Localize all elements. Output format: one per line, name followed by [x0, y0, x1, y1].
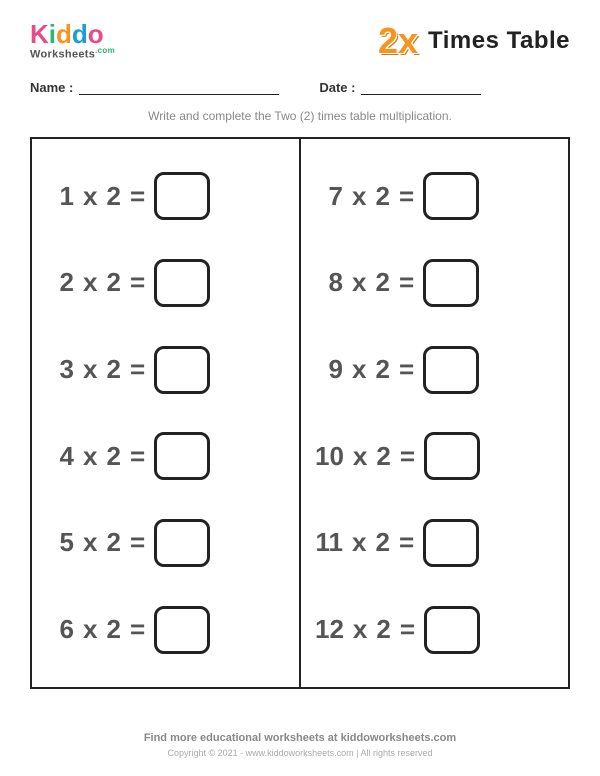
operand-b: 2	[375, 527, 389, 558]
name-field: Name :	[30, 80, 279, 95]
answer-box[interactable]	[423, 259, 479, 307]
operator: x	[83, 354, 97, 385]
logo-letter-d2: d	[72, 19, 88, 49]
instructions-text: Write and complete the Two (2) times tab…	[30, 109, 570, 123]
operator: x	[83, 527, 97, 558]
operand-a: 12	[315, 614, 344, 645]
logo-line2: Worksheets.com	[30, 47, 115, 61]
answer-box[interactable]	[424, 432, 480, 480]
equals-sign: =	[130, 614, 145, 645]
name-input-line[interactable]	[79, 81, 279, 95]
operator: x	[83, 614, 97, 645]
name-label: Name :	[30, 80, 73, 95]
logo-worksheets: Worksheets	[30, 49, 95, 61]
problem-row: 9x2 =	[315, 346, 554, 394]
operand-b: 2	[376, 614, 390, 645]
operator: x	[352, 267, 366, 298]
operand-a: 3	[46, 354, 74, 385]
date-field: Date :	[319, 80, 481, 95]
problem-row: 7x2 =	[315, 172, 554, 220]
operand-a: 8	[315, 267, 343, 298]
problem-row: 2x2 =	[46, 259, 285, 307]
answer-box[interactable]	[154, 432, 210, 480]
operand-a: 10	[315, 441, 344, 472]
answer-box[interactable]	[154, 259, 210, 307]
operator: x	[83, 441, 97, 472]
operator: x	[83, 181, 97, 212]
worksheet-footer: Find more educational worksheets at kidd…	[0, 732, 600, 758]
answer-box[interactable]	[154, 519, 210, 567]
answer-box[interactable]	[423, 346, 479, 394]
operand-b: 2	[106, 267, 120, 298]
meta-row: Name : Date :	[30, 80, 570, 95]
problem-row: 5x2 =	[46, 519, 285, 567]
equals-sign: =	[130, 527, 145, 558]
page-title: Times Table	[428, 27, 570, 55]
equals-sign: =	[399, 354, 414, 385]
operand-b: 2	[106, 441, 120, 472]
worksheet-header: Kiddo Worksheets.com 2x Times Table	[30, 20, 570, 62]
operand-b: 2	[106, 181, 120, 212]
problem-row: 11 x2 =	[315, 519, 554, 567]
problem-row: 10 x2 =	[315, 432, 554, 480]
operand-a: 6	[46, 614, 74, 645]
problems-column-left: 1x2=2x2=3x2=4x2=5x2=6x2=	[32, 139, 299, 687]
operand-a: 11	[315, 527, 343, 558]
operand-a: 7	[315, 181, 343, 212]
operand-b: 2	[106, 614, 120, 645]
logo-letter-o: o	[88, 19, 104, 49]
problem-row: 6x2 =	[46, 606, 285, 654]
operand-b: 2	[106, 354, 120, 385]
logo-line1: Kiddo	[30, 21, 115, 47]
operator: x	[353, 441, 367, 472]
operand-a: 4	[46, 441, 74, 472]
problem-row: 3x2 =	[46, 346, 285, 394]
logo-letter-k: K	[30, 19, 49, 49]
problem-row: 4x2 =	[46, 432, 285, 480]
title-block: 2x Times Table	[378, 20, 570, 62]
operand-a: 1	[46, 181, 74, 212]
equals-sign: =	[130, 354, 145, 385]
operand-a: 5	[46, 527, 74, 558]
answer-box[interactable]	[423, 519, 479, 567]
answer-box[interactable]	[424, 606, 480, 654]
answer-box[interactable]	[423, 172, 479, 220]
answer-box[interactable]	[154, 346, 210, 394]
date-input-line[interactable]	[361, 81, 481, 95]
problems-grid: 1x2=2x2=3x2=4x2=5x2=6x2= 7x2=8x2=9x2=10x…	[30, 137, 570, 689]
equals-sign: =	[400, 614, 415, 645]
equals-sign: =	[400, 441, 415, 472]
operator: x	[83, 267, 97, 298]
logo-letter-d1: d	[56, 19, 72, 49]
equals-sign: =	[130, 181, 145, 212]
problems-column-right: 7x2=8x2=9x2=10x2=11x2=12x2=	[301, 139, 568, 687]
equals-sign: =	[399, 181, 414, 212]
problem-row: 1x2 =	[46, 172, 285, 220]
answer-box[interactable]	[154, 172, 210, 220]
problem-row: 12 x2 =	[315, 606, 554, 654]
operand-a: 9	[315, 354, 343, 385]
date-label: Date :	[319, 80, 355, 95]
equals-sign: =	[399, 527, 414, 558]
operator: x	[352, 181, 366, 212]
brand-logo: Kiddo Worksheets.com	[30, 21, 115, 61]
operand-a: 2	[46, 267, 74, 298]
equals-sign: =	[399, 267, 414, 298]
equals-sign: =	[130, 267, 145, 298]
operand-b: 2	[375, 181, 389, 212]
footer-line2: Copyright © 2021 - www.kiddoworksheets.c…	[0, 748, 600, 758]
answer-box[interactable]	[154, 606, 210, 654]
footer-line1: Find more educational worksheets at kidd…	[0, 732, 600, 744]
operand-b: 2	[376, 441, 390, 472]
problem-row: 8x2 =	[315, 259, 554, 307]
operator: x	[353, 614, 367, 645]
operator: x	[352, 527, 366, 558]
operand-b: 2	[106, 527, 120, 558]
operator: x	[352, 354, 366, 385]
operand-b: 2	[375, 354, 389, 385]
logo-letter-i: i	[49, 19, 56, 49]
equals-sign: =	[130, 441, 145, 472]
multiplier-badge: 2x	[378, 20, 418, 62]
operand-b: 2	[375, 267, 389, 298]
